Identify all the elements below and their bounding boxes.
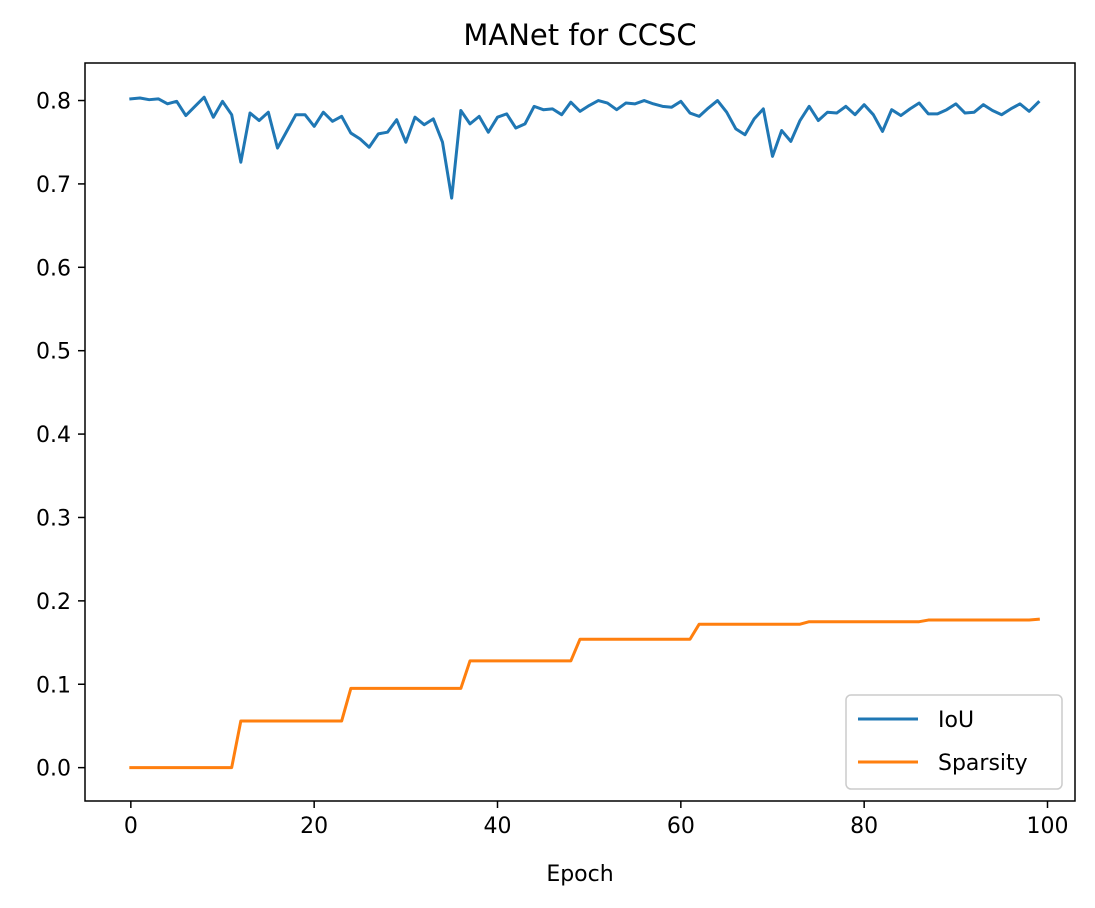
y-tick-label: 0.0 xyxy=(36,757,71,782)
legend: IoU Sparsity xyxy=(845,694,1063,790)
y-tick-label: 0.4 xyxy=(36,423,71,448)
x-tick-label: 20 xyxy=(300,814,328,839)
y-axis: 0.0 0.1 0.2 0.3 0.4 0.5 0.6 0.7 0.8 xyxy=(36,90,85,782)
x-tick-label: 60 xyxy=(667,814,695,839)
y-tick-label: 0.3 xyxy=(36,506,71,531)
plot-frame xyxy=(84,62,1076,802)
legend-label-iou: IoU xyxy=(938,708,974,733)
x-tick-label: 40 xyxy=(484,814,512,839)
x-tick-label: 80 xyxy=(850,814,878,839)
series-line-sparsity xyxy=(129,617,1040,770)
chart-title: MANet for CCSC xyxy=(463,18,696,52)
x-axis-label: Epoch xyxy=(546,862,613,887)
x-axis: 0 20 40 60 80 100 xyxy=(124,801,1069,839)
x-tick-label: 0 xyxy=(124,814,138,839)
series-layer xyxy=(129,95,1041,770)
x-tick-label: 100 xyxy=(1027,814,1069,839)
y-tick-label: 0.8 xyxy=(36,90,71,115)
y-tick-label: 0.7 xyxy=(36,173,71,198)
series-line-iou xyxy=(129,95,1041,200)
y-tick-label: 0.5 xyxy=(36,340,71,365)
y-tick-label: 0.6 xyxy=(36,256,71,281)
y-tick-label: 0.2 xyxy=(36,590,71,615)
y-tick-label: 0.1 xyxy=(36,673,71,698)
legend-label-sparsity: Sparsity xyxy=(938,751,1028,776)
